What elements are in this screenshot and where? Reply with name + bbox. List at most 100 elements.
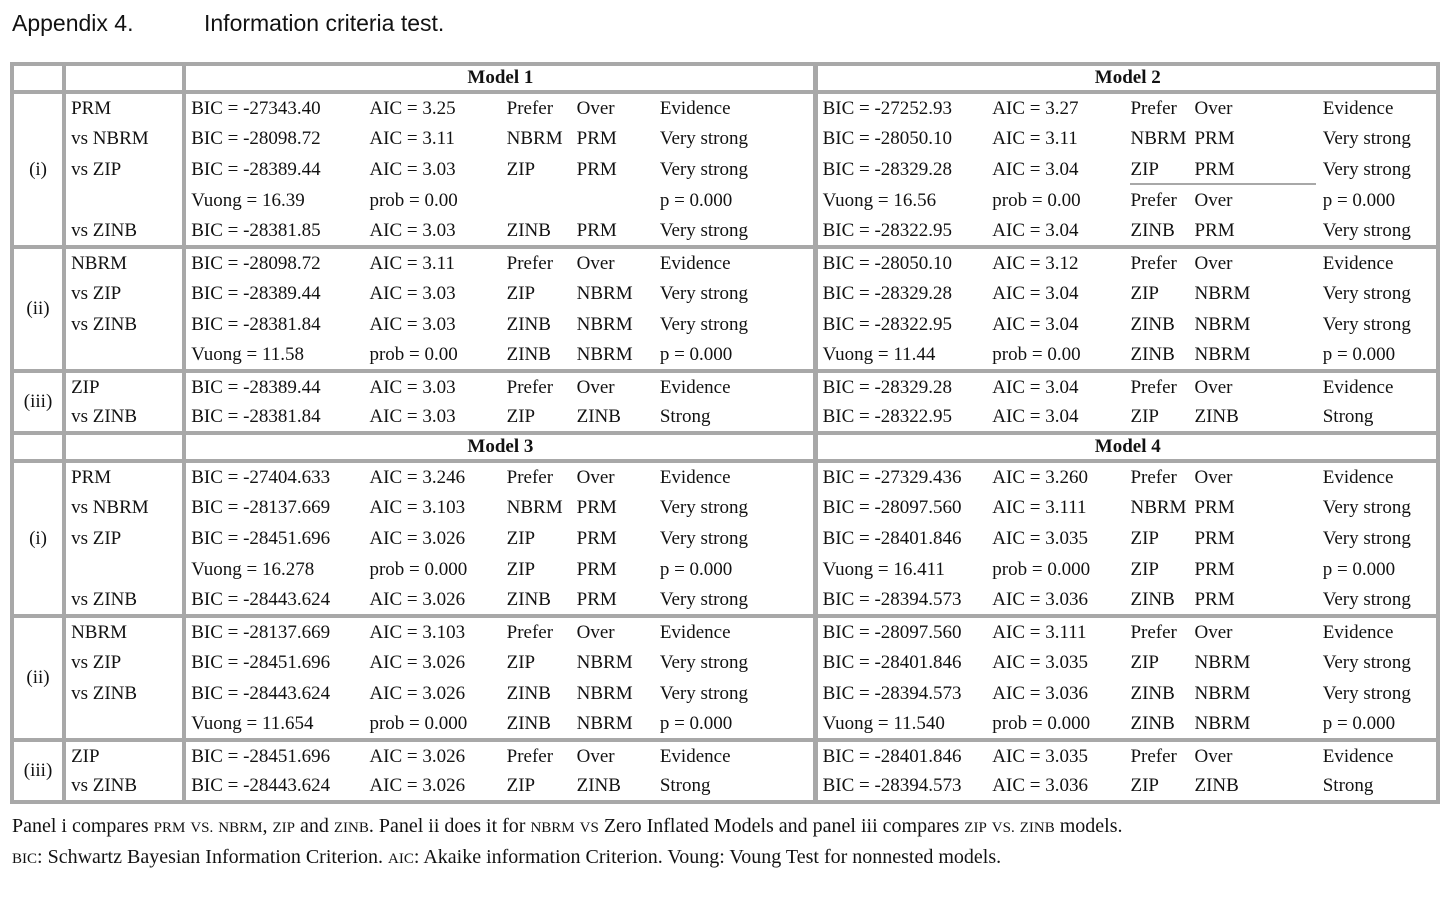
stat-cell-bic: BIC = -28097.560 (822, 496, 962, 518)
prefer-over-pair: Prefer Over (507, 746, 615, 767)
over-model: Over (576, 252, 615, 274)
stat-cell-aic: AIC = 3.04 (987, 216, 1126, 249)
prefer-over-pair: ZINB PRM (507, 589, 617, 610)
prefer-over-pair: ZINB NBRM (507, 683, 633, 704)
over-model: NBRM (1194, 313, 1251, 335)
table-row: vs NBRM BIC = -28137.669 AIC = 3.103 NBRM PR… (12, 492, 1438, 523)
stat-cell-bic: BIC = -28394.573 (815, 585, 988, 618)
over-model: Over (576, 745, 615, 767)
prefer-over-pair: ZINB PRM (507, 220, 617, 241)
evidence-cell: Evidence (654, 616, 818, 647)
footnote-segment: ZIP (272, 820, 295, 836)
stat-cell-aic: AIC = 3.111 (992, 621, 1087, 643)
evidence-cell: Evidence (1322, 376, 1394, 398)
stat-cell-bic: BIC = -28137.669 (191, 496, 331, 518)
prefer-over-pair: ZIP PRM (1130, 559, 1234, 580)
stat-cell-bic: BIC = -28401.846 (822, 745, 962, 767)
prefer-model: ZINB (1130, 313, 1175, 335)
appendix-number-label: Appendix 4. (12, 10, 134, 36)
evidence-cell: p = 0.000 (654, 709, 818, 742)
stat-cell-aic: AIC = 3.04 (992, 313, 1079, 335)
prefer-over-pair: Prefer Over (507, 622, 615, 643)
model-header-row: Model 1 Model 2 (12, 62, 1438, 94)
header-spacer-cell (12, 62, 67, 94)
stat-cell-aic: prob = 0.00 (369, 189, 458, 211)
footnote-line: BIC: Schwartz Bayesian Information Crite… (12, 843, 1440, 874)
prefer-over-cell: Prefer Over (1125, 461, 1317, 492)
prefer-over-pair: ZIP PRM (507, 559, 617, 580)
prefer-model: ZIP (1130, 405, 1159, 427)
stat-cell-bic: BIC = -28451.696 (191, 745, 331, 767)
evidence-cell: Very strong (1317, 216, 1438, 249)
prefer-over-cell: ZIP PRM (1125, 554, 1317, 585)
over-model: PRM (1194, 496, 1235, 518)
panel-label: (iii) (12, 740, 67, 804)
stat-cell-bic: Vuong = 16.39 (191, 189, 305, 211)
over-model: ZINB (1194, 774, 1239, 796)
evidence-cell: Evidence (1322, 97, 1394, 119)
stat-cell-aic: AIC = 3.25 (369, 97, 456, 119)
footnote-segment: ZINB (1019, 820, 1055, 836)
prefer-model: ZIP (1130, 158, 1159, 180)
stat-cell-bic: BIC = -28329.28 (822, 282, 953, 304)
stat-cell-aic: AIC = 3.03 (369, 313, 456, 335)
evidence-cell: Evidence (1322, 466, 1394, 488)
prefer-over-pair: ZINB PRM (1130, 589, 1234, 610)
stat-cell-aic: AIC = 3.026 (364, 771, 502, 804)
evidence-cell: Very strong (654, 216, 818, 249)
stat-cell-bic: BIC = -28443.624 (184, 771, 365, 804)
stat-cell-aic: AIC = 3.036 (987, 771, 1126, 804)
table-row: (iii) ZIP BIC = -28451.696 AIC = 3.026 Prefe… (12, 740, 1438, 804)
appendix-title-text: Information criteria test. (204, 10, 445, 36)
over-model: PRM (1194, 588, 1235, 610)
evidence-cell: Strong (1317, 771, 1438, 804)
stat-cell-aic: AIC = 3.03 (369, 376, 456, 398)
prefer-model: Prefer (1130, 97, 1177, 119)
stat-cell-aic: AIC = 3.11 (992, 127, 1078, 149)
prefer-over-pair: ZINB PRM (1130, 220, 1234, 241)
prefer-model: Prefer (1130, 189, 1177, 211)
footnote-line: Panel i compares PRM VS. NBRM, ZIP and Z… (12, 812, 1440, 843)
evidence-cell: p = 0.000 (654, 340, 818, 373)
prefer-over-cell: ZINB NBRM (1125, 340, 1318, 373)
prefer-model: NBRM (1130, 496, 1187, 518)
prefer-model: ZINB (506, 313, 551, 335)
stat-cell-aic: AIC = 3.026 (369, 527, 466, 549)
stat-cell-aic: AIC = 3.111 (992, 496, 1087, 518)
stat-cell-bic: BIC = -27404.633 (191, 466, 331, 488)
model-header-right: Model 2 (815, 62, 1438, 94)
evidence-cell: p = 0.000 (654, 554, 818, 585)
over-model: NBRM (576, 712, 633, 734)
stat-cell-aic: AIC = 3.103 (369, 621, 466, 643)
prefer-over-cell: ZIP ZINB (1125, 402, 1318, 435)
criteria-table-body: Model 1 Model 2 (i) PRM BIC = -27343.40 AIC =… (12, 62, 1438, 804)
table-row: vs NBRM BIC = -28098.72 AIC = 3.11 NBRM PRM V… (12, 123, 1438, 154)
evidence-cell: Very strong (1322, 158, 1411, 180)
comparison-cell: vs ZINB (64, 216, 187, 249)
stat-cell-aic: AIC = 3.036 (992, 682, 1088, 704)
comparison-cell: vs ZIP (64, 278, 187, 309)
prefer-over-pair: Prefer Over (507, 377, 615, 398)
table-row: (i) PRM BIC = -27404.633 AIC = 3.246 Prefer O… (12, 461, 1438, 618)
stat-cell-aic: AIC = 3.035 (992, 651, 1088, 673)
prefer-over-pair: ZIP NBRM (1130, 652, 1250, 673)
panel-label: (iii) (12, 371, 67, 435)
comparison-cell: vs ZIP (64, 154, 187, 185)
table-row: vs ZINB BIC = -28443.624 AIC = 3.026 ZINB PR… (12, 585, 1438, 618)
evidence-cell: Strong (654, 402, 818, 435)
over-model: PRM (576, 496, 617, 518)
appendix-page: Appendix 4. Information criteria test. M… (10, 10, 1440, 874)
stat-cell-aic: AIC = 3.04 (992, 376, 1079, 398)
prefer-over-pair: ZIP PRM (507, 159, 617, 180)
prefer-model: ZIP (506, 558, 536, 580)
stat-cell-aic: AIC = 3.12 (992, 252, 1079, 274)
stat-cell-aic: AIC = 3.035 (992, 745, 1088, 767)
table-row: Vuong = 11.654 prob = 0.000 ZINB NBRM p = 0.… (12, 709, 1438, 742)
model-header-left: Model 3 (184, 431, 818, 463)
prefer-over-cell: Prefer Over (1125, 185, 1317, 216)
stat-cell-bic: BIC = -28381.84 (184, 402, 365, 435)
prefer-over-cell: ZIP NBRM (1125, 278, 1317, 309)
prefer-over-cell: Prefer Over (1125, 92, 1317, 123)
over-model: NBRM (1194, 282, 1251, 304)
evidence-cell: Evidence (654, 92, 818, 123)
